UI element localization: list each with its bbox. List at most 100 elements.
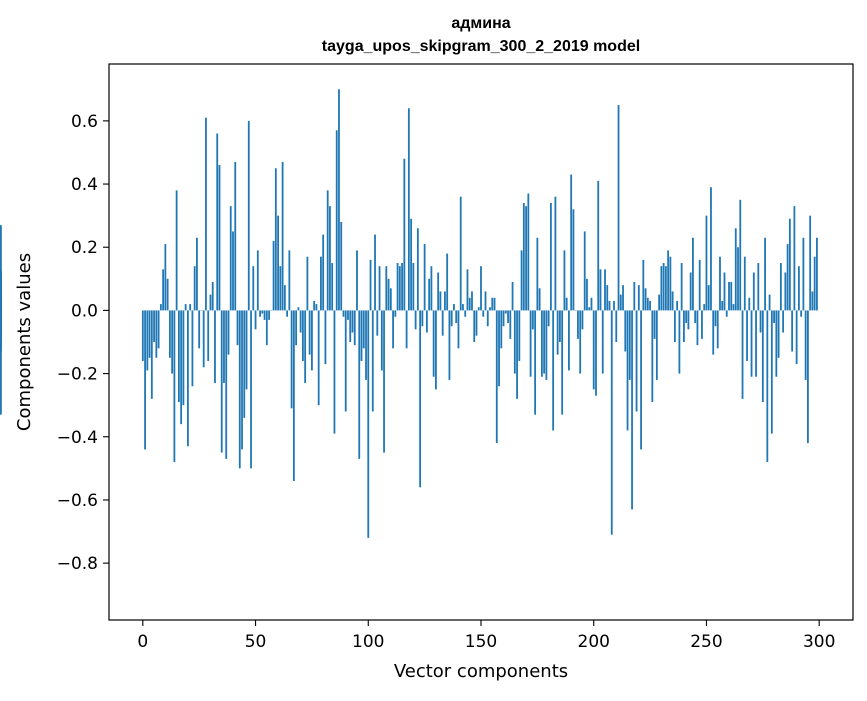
bar — [690, 273, 692, 311]
bar — [340, 222, 342, 310]
bar — [712, 310, 714, 354]
bar — [318, 310, 320, 405]
chart-title: админа — [451, 15, 510, 32]
bar — [536, 238, 538, 311]
bar — [286, 310, 288, 316]
bar — [566, 298, 568, 311]
bar — [803, 238, 805, 311]
bar — [555, 197, 557, 311]
bar — [478, 307, 480, 310]
bar — [185, 304, 187, 310]
bar — [284, 285, 286, 310]
bar — [187, 310, 189, 446]
bar — [370, 260, 372, 311]
bar — [146, 310, 148, 370]
bar — [216, 134, 218, 311]
bar — [615, 310, 617, 342]
bar — [728, 282, 730, 310]
bar — [805, 310, 807, 380]
bar — [721, 301, 723, 310]
bar — [189, 304, 191, 310]
bar — [557, 310, 559, 354]
bar — [440, 291, 442, 310]
bar — [701, 310, 703, 338]
y-tick-label: 0.4 — [71, 175, 98, 195]
bar — [663, 263, 665, 310]
bar — [363, 310, 365, 348]
bar — [798, 266, 800, 310]
bar — [669, 257, 671, 311]
bar — [446, 254, 448, 311]
bar — [293, 310, 295, 481]
bar — [633, 282, 635, 310]
bar — [219, 165, 221, 310]
bar — [142, 310, 144, 361]
y-tick-label: −0.4 — [57, 428, 98, 448]
bar — [735, 228, 737, 310]
bar — [753, 273, 755, 311]
bar — [739, 200, 741, 311]
bar — [329, 206, 331, 310]
bar — [503, 310, 505, 326]
bar — [764, 238, 766, 311]
bar — [268, 310, 270, 319]
bar — [325, 310, 327, 364]
bar — [288, 250, 290, 310]
bar — [807, 310, 809, 443]
bar — [279, 266, 281, 310]
bar — [532, 310, 534, 329]
bar — [748, 298, 750, 311]
bar — [647, 298, 649, 311]
bar — [426, 310, 428, 332]
bar — [692, 238, 694, 311]
bar — [685, 310, 687, 323]
bar — [266, 310, 268, 345]
bar — [401, 263, 403, 310]
bar — [766, 310, 768, 462]
bar — [604, 269, 606, 310]
bar — [221, 310, 223, 452]
bar — [437, 273, 439, 311]
bar — [345, 310, 347, 411]
bar — [548, 310, 550, 326]
bar — [568, 310, 570, 370]
bar — [428, 279, 430, 311]
bar — [545, 310, 547, 380]
bar — [550, 203, 552, 310]
bar — [552, 310, 554, 430]
bar — [275, 168, 277, 310]
bar — [780, 263, 782, 310]
bar — [155, 310, 157, 357]
bar — [304, 310, 306, 383]
bar — [715, 310, 717, 326]
bar — [746, 310, 748, 361]
bar — [688, 310, 690, 329]
bar — [651, 310, 653, 402]
bar — [609, 301, 611, 310]
bar — [564, 250, 566, 310]
x-tick-label: 250 — [690, 632, 722, 652]
bar — [307, 257, 309, 311]
bar — [708, 285, 710, 310]
bar — [383, 310, 385, 452]
bar — [403, 159, 405, 311]
bar — [509, 310, 511, 338]
bar — [212, 282, 214, 310]
bar — [397, 263, 399, 310]
bar — [573, 209, 575, 310]
bar — [334, 310, 336, 433]
bar — [514, 310, 516, 373]
bar — [586, 279, 588, 311]
bar — [482, 310, 484, 316]
bar — [703, 304, 705, 310]
bar — [631, 310, 633, 509]
bar — [591, 298, 593, 311]
bar — [683, 310, 685, 342]
bar — [264, 310, 266, 319]
bar — [415, 310, 417, 329]
bar — [372, 310, 374, 411]
bar — [471, 291, 473, 310]
bar — [724, 273, 726, 311]
x-tick-label: 150 — [465, 632, 497, 652]
bar — [349, 310, 351, 342]
